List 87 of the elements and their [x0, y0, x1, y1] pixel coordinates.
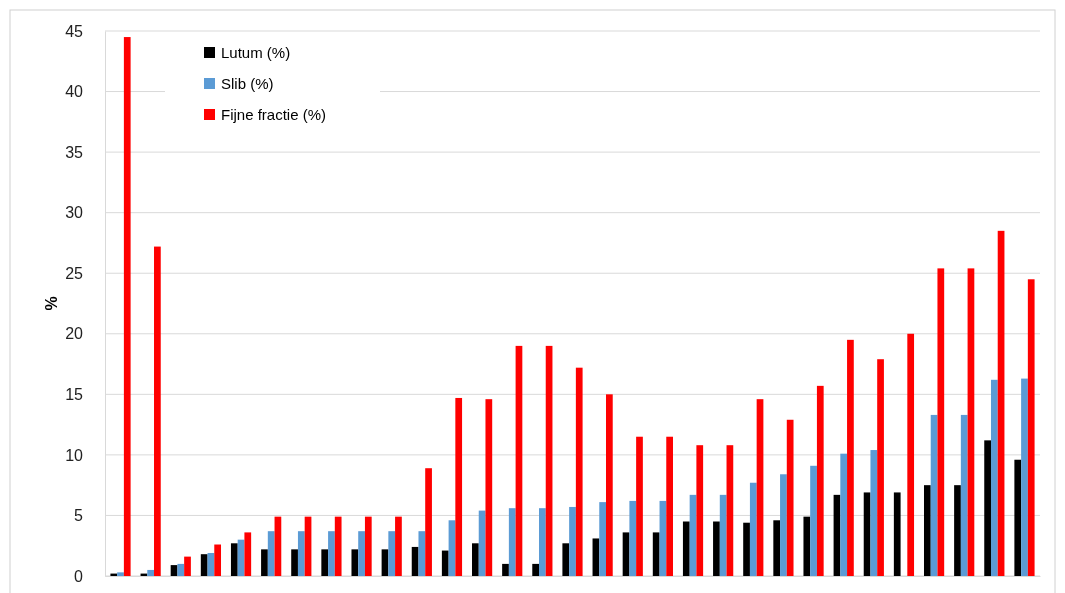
- bar: [364, 516, 372, 576]
- bar: [816, 385, 824, 576]
- bar: [170, 565, 178, 576]
- bar: [351, 549, 359, 576]
- bar: [682, 521, 690, 576]
- bar: [214, 544, 222, 576]
- bar: [652, 532, 660, 576]
- bar: [508, 508, 516, 576]
- bar: [592, 538, 600, 576]
- bar: [381, 549, 389, 576]
- bar: [502, 563, 509, 576]
- bar: [425, 468, 432, 576]
- bar: [743, 522, 750, 576]
- legend-label: Lutum (%): [221, 44, 291, 61]
- bar: [291, 549, 298, 576]
- bar: [923, 485, 931, 576]
- legend-label: Slib (%): [221, 75, 274, 92]
- y-tick-label: 40: [65, 83, 84, 101]
- y-tick-label: 45: [65, 22, 84, 40]
- bar: [123, 37, 131, 576]
- bar: [636, 436, 643, 576]
- bar: [472, 543, 479, 576]
- bar: [569, 506, 576, 576]
- bar: [960, 414, 968, 576]
- bar: [154, 246, 161, 576]
- bar: [575, 367, 583, 576]
- bar: [863, 492, 871, 576]
- bar: [358, 531, 365, 576]
- bar: [749, 482, 757, 576]
- bar: [485, 399, 493, 576]
- bar: [395, 516, 402, 576]
- bar: [200, 554, 208, 576]
- bar: [606, 394, 613, 576]
- bar: [937, 268, 945, 576]
- bar: [455, 397, 463, 576]
- y-tick-label: 35: [65, 143, 84, 161]
- bar: [388, 531, 396, 576]
- bar: [441, 550, 449, 576]
- bar: [328, 531, 335, 576]
- bar: [870, 450, 878, 576]
- bar: [267, 531, 275, 576]
- bar: [297, 531, 305, 576]
- y-tick-label: 15: [65, 385, 84, 403]
- legend-label: Fijne fractie (%): [221, 106, 327, 123]
- y-tick-label: 25: [65, 264, 84, 282]
- bar: [147, 569, 155, 576]
- bar: [773, 520, 781, 576]
- bar: [810, 465, 817, 576]
- bar: [629, 500, 637, 576]
- y-tick-label: 0: [74, 567, 84, 585]
- bar: [184, 556, 191, 576]
- bar: [780, 474, 787, 576]
- bar: [177, 563, 185, 576]
- bar: [1027, 279, 1035, 576]
- bar: [877, 359, 884, 576]
- bar: [719, 494, 727, 576]
- bar: [418, 531, 426, 576]
- bar: [539, 508, 546, 576]
- bar: [334, 516, 342, 576]
- bar: [448, 520, 456, 576]
- bar: [893, 492, 901, 576]
- bar: [984, 440, 991, 576]
- y-tick-label: 5: [74, 507, 84, 525]
- bar: [532, 563, 539, 576]
- y-tick-label: 20: [65, 325, 84, 343]
- bar: [230, 543, 238, 576]
- bar: [1021, 378, 1028, 576]
- bar: [244, 532, 252, 576]
- bar: [990, 379, 998, 576]
- y-axis-title: %: [43, 296, 60, 311]
- bar: [786, 419, 794, 576]
- bar: [599, 502, 606, 576]
- bar: [666, 436, 673, 576]
- bar: [696, 445, 704, 576]
- bar: [321, 549, 329, 576]
- bar: [847, 339, 854, 576]
- bar: [907, 333, 915, 576]
- bar: [803, 516, 811, 576]
- bar: [261, 549, 268, 576]
- y-tick-label: 10: [65, 446, 84, 464]
- y-tick-label: 30: [65, 204, 84, 222]
- bar: [954, 485, 961, 576]
- bar: [840, 453, 848, 576]
- bar: [713, 521, 720, 576]
- bar: [562, 543, 570, 576]
- bar: [1014, 459, 1022, 576]
- bar: [622, 532, 630, 576]
